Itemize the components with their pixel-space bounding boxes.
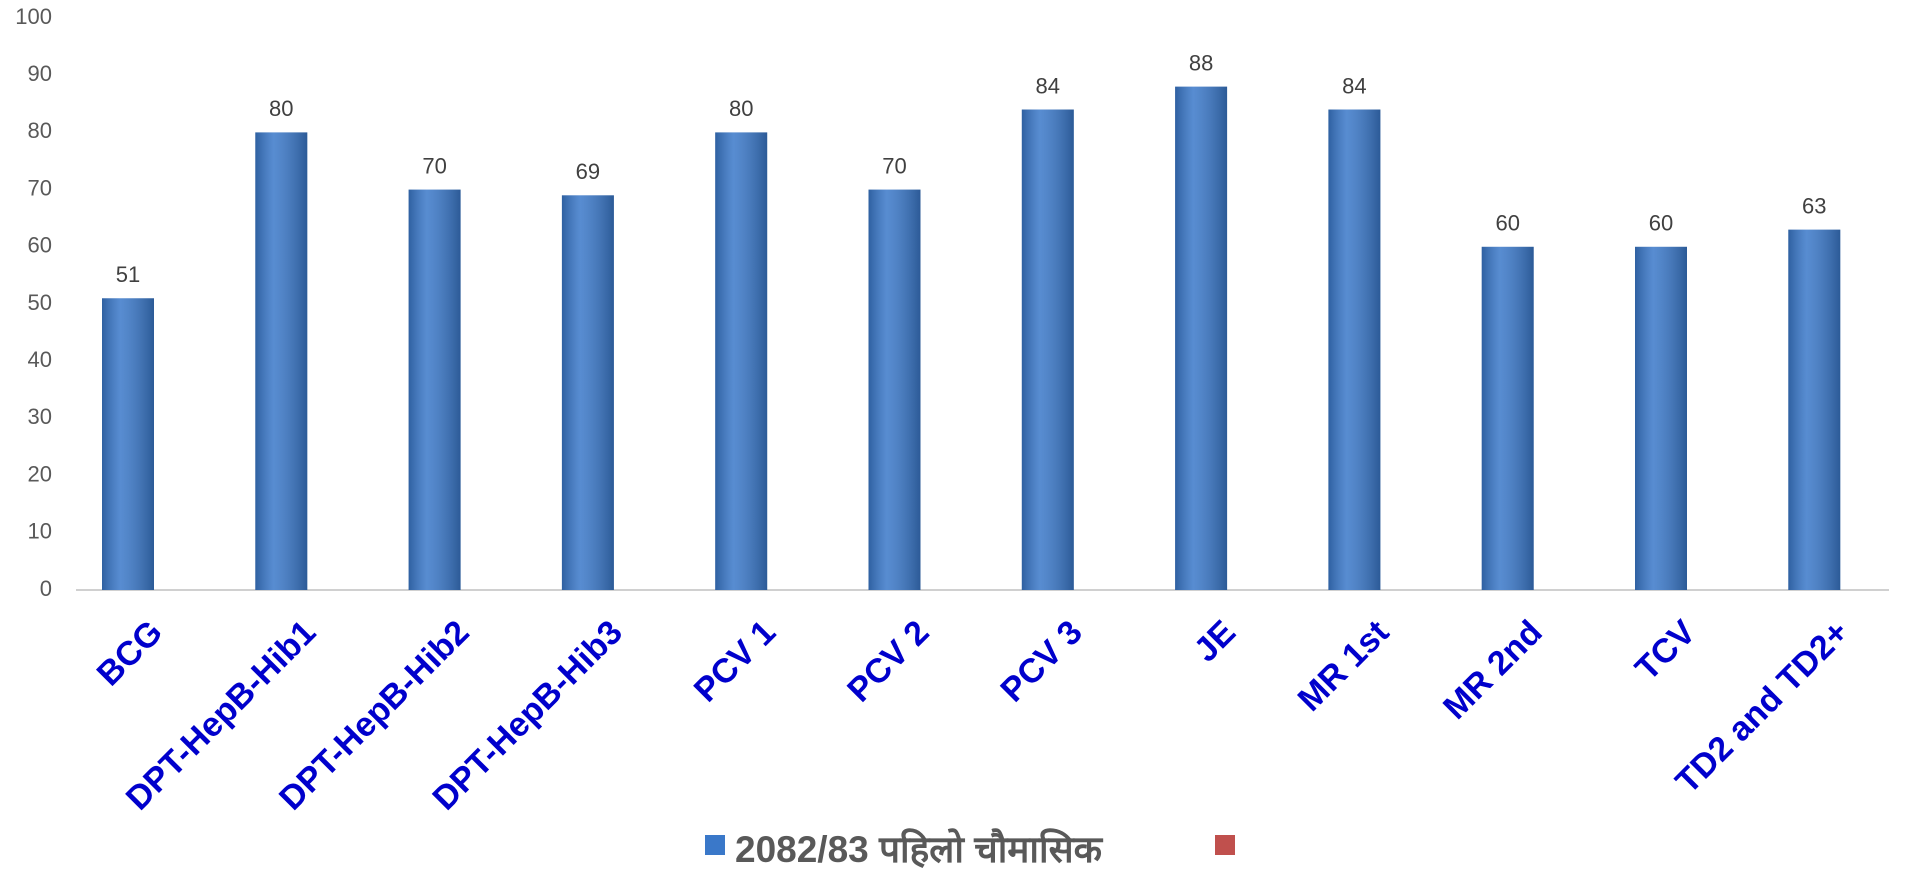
bar (715, 132, 768, 590)
bar-shade (408, 189, 461, 590)
value-label: 84 (1342, 73, 1366, 98)
value-label: 70 (882, 153, 906, 178)
value-label: 80 (269, 96, 293, 121)
value-label: 84 (1036, 73, 1060, 98)
y-tick-label: 10 (28, 519, 52, 544)
bar (255, 132, 308, 590)
x-tick-label: PCV 1 (687, 613, 783, 709)
y-tick-label: 100 (15, 4, 52, 29)
bar (1021, 109, 1074, 591)
y-tick-label: 70 (28, 175, 52, 200)
value-label: 63 (1802, 193, 1826, 218)
y-tick-label: 0 (40, 576, 52, 601)
value-label: 51 (116, 262, 140, 287)
bar-shade (561, 195, 614, 590)
y-tick-label: 60 (28, 233, 52, 258)
y-tick-label: 80 (28, 118, 52, 143)
bar (1635, 246, 1687, 591)
bar-shade (1021, 109, 1074, 591)
legend-label: 2082/83 पहिलो चौमासिक (735, 828, 1104, 870)
bar (102, 298, 154, 590)
bar (1175, 86, 1228, 590)
x-tick-label: PCV 2 (840, 613, 936, 709)
value-label: 60 (1649, 211, 1673, 236)
value-label: 69 (576, 159, 600, 184)
y-tick-label: 50 (28, 290, 52, 315)
bar (408, 189, 461, 590)
x-tick-label: PCV 3 (993, 613, 1089, 709)
value-label: 70 (422, 153, 446, 178)
x-tick-label: MR 2nd (1436, 613, 1550, 727)
bar-shade (1481, 246, 1534, 591)
bar-shade (1328, 109, 1381, 591)
x-tick-label: MR 1st (1291, 613, 1397, 719)
bar (561, 195, 614, 590)
bar (1788, 229, 1841, 590)
value-label: 80 (729, 96, 753, 121)
value-label: 60 (1495, 211, 1519, 236)
legend-swatch-extra (1215, 835, 1235, 855)
bar-shade (1635, 246, 1687, 591)
bar (1481, 246, 1534, 591)
legend-swatch (705, 835, 725, 855)
bar-shade (1788, 229, 1841, 590)
value-label: 88 (1189, 50, 1213, 75)
bar (868, 189, 921, 590)
bar-shade (715, 132, 768, 590)
y-tick-label: 90 (28, 61, 52, 86)
bar-shade (868, 189, 921, 590)
x-tick-label: JE (1187, 613, 1243, 669)
x-tick-label: BCG (90, 613, 170, 693)
bar-shade (255, 132, 308, 590)
bar-shade (1175, 86, 1228, 590)
bar (1328, 109, 1381, 591)
bar-shade (102, 298, 154, 590)
y-tick-label: 30 (28, 404, 52, 429)
y-tick-label: 40 (28, 347, 52, 372)
y-tick-label: 20 (28, 461, 52, 486)
x-tick-label: TCV (1628, 613, 1703, 688)
